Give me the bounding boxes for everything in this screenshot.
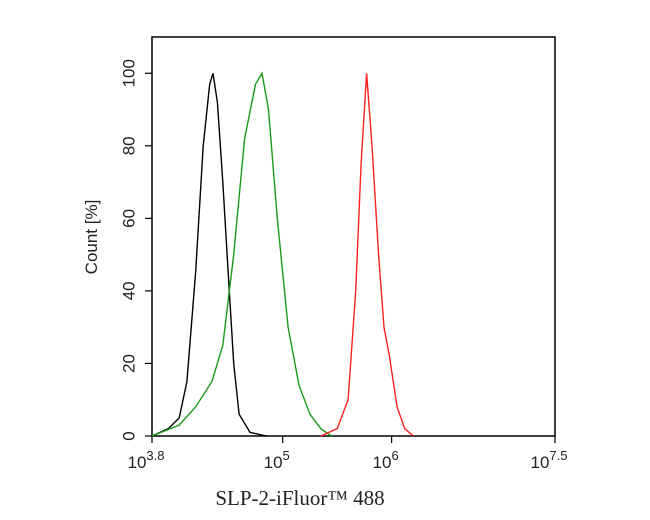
- x-tick-base: 10: [128, 453, 147, 472]
- histogram-line: [151, 73, 267, 437]
- x-axis-label: SLP-2-iFluor™ 488: [215, 486, 384, 510]
- histogram-line: [320, 73, 414, 437]
- x-tick-label: 103.8: [128, 448, 165, 472]
- x-tick-base: 10: [531, 453, 550, 472]
- y-tick-label: 40: [119, 281, 138, 300]
- y-tick-label: 80: [119, 136, 138, 155]
- x-tick-label: 105: [264, 448, 290, 472]
- x-tick-exponent: 5: [283, 448, 290, 463]
- x-tick-exponent: 6: [391, 448, 398, 463]
- x-tick-exponent: 3.8: [146, 448, 164, 463]
- y-tick-label: 20: [119, 354, 138, 373]
- y-tick-label: 60: [119, 209, 138, 228]
- x-tick-label: 107.5: [531, 448, 568, 472]
- x-tick-base: 10: [264, 453, 283, 472]
- histogram-line: [151, 71, 333, 437]
- y-tick-label: 0: [119, 431, 138, 440]
- x-tick-exponent: 7.5: [549, 448, 567, 463]
- plot-frame: [151, 36, 556, 437]
- y-tick-label: 100: [119, 59, 138, 87]
- y-axis-label: Count [%]: [82, 200, 101, 275]
- x-tick-label: 106: [373, 448, 399, 472]
- x-tick-base: 10: [373, 453, 392, 472]
